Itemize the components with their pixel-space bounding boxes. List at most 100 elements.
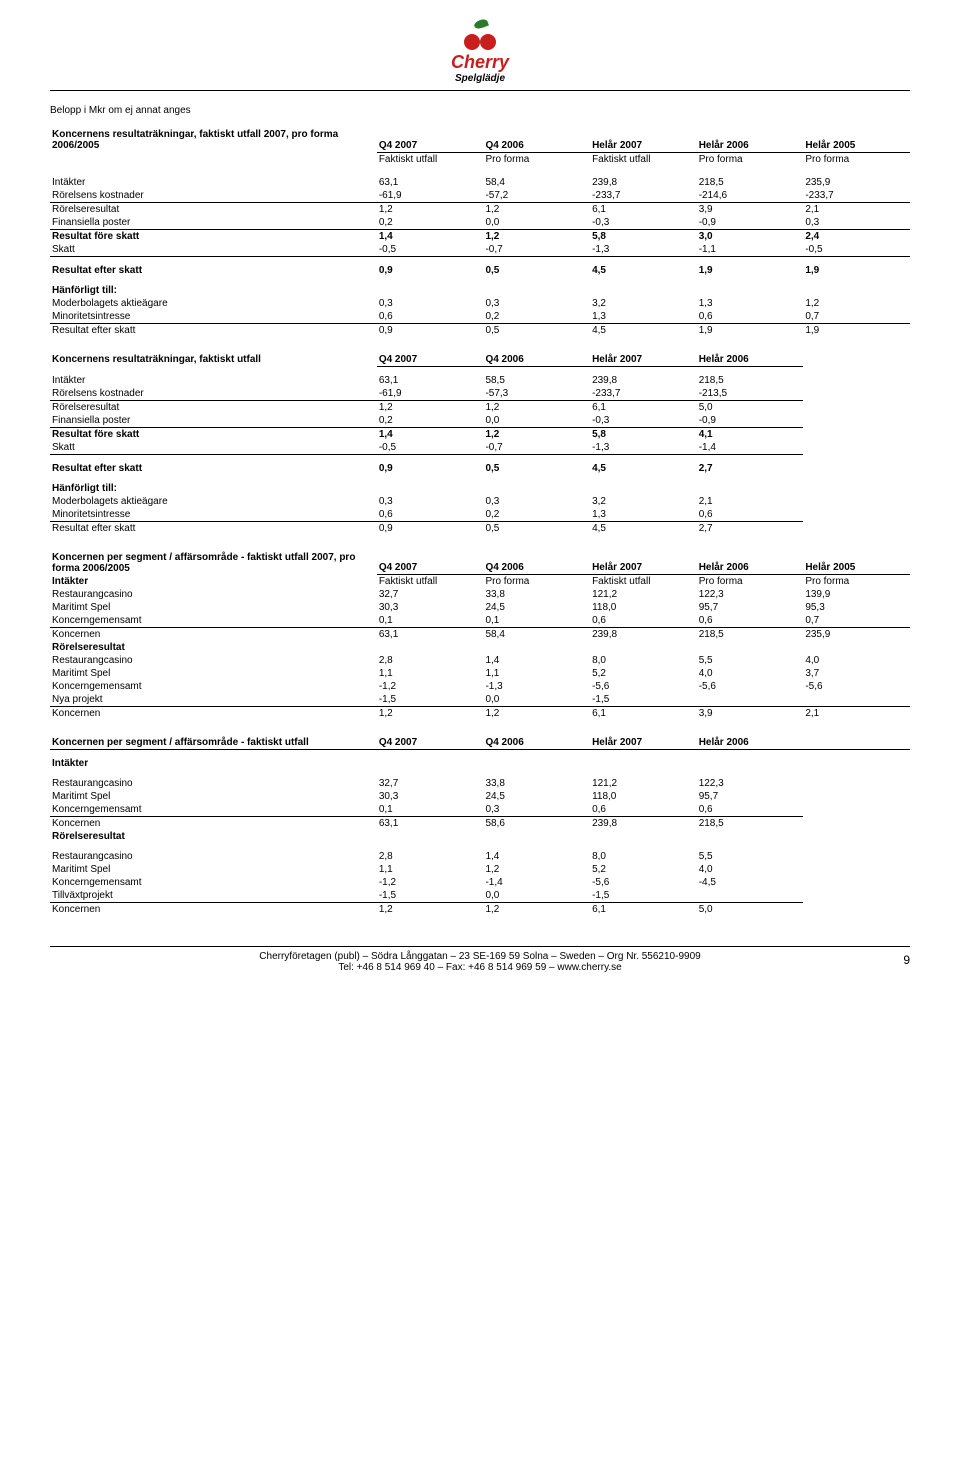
cell-value: 0,0 [483,414,590,428]
cell-value: 0,9 [377,521,484,535]
cell-value: 5,0 [697,400,804,414]
table-row: Koncerngemensamt0,10,10,60,60,7 [50,614,910,628]
table-segments-proforma: Koncernen per segment / affärsområde - f… [50,551,910,721]
cell-value [803,387,910,401]
cell-value: -1,5 [590,889,697,903]
cell-value: 122,3 [697,770,804,790]
row-label: Nya projekt [50,693,377,707]
cell-value: 1,2 [483,863,590,876]
row-label: Resultat efter skatt [50,256,377,277]
cell-value: -61,9 [377,387,484,401]
cell-value: 218,5 [697,366,804,387]
cell-value: 1,9 [803,323,910,337]
cell-value: -5,6 [590,876,697,889]
row-label: Rörelseresultat [50,202,377,216]
cell-value: -0,3 [590,414,697,428]
cell-value: 63,1 [377,169,484,189]
cell-value: 122,3 [697,588,804,601]
logo-tagline: Spelglädje [451,73,509,84]
logo-brand: Cherry [451,52,509,73]
cell-value: 1,1 [483,667,590,680]
cell-value: -0,7 [483,243,590,257]
cell-value: -1,3 [483,680,590,693]
cell-value: 0,9 [377,454,484,475]
row-label: Resultat efter skatt [50,323,377,337]
cell-value: 139,9 [803,588,910,601]
cell-value: 0,3 [377,297,484,310]
cell-value: 0,2 [483,508,590,522]
t1-title: Koncernens resultaträkningar, faktiskt u… [50,128,377,152]
cell-value: 2,1 [803,707,910,721]
cell-value: 1,2 [483,903,590,917]
logo: Cherry Spelglädje [50,20,910,84]
cell-value: 0,1 [483,614,590,628]
cell-value: 0,3 [803,216,910,230]
cell-value: 1,2 [483,229,590,243]
cell-value: 6,1 [590,903,697,917]
cell-value: 6,1 [590,400,697,414]
row-label: Resultat efter skatt [50,454,377,475]
cell-value [803,843,910,863]
cell-value: 5,8 [590,229,697,243]
cell-value: 30,3 [377,601,484,614]
cell-value: 118,0 [590,601,697,614]
cell-value [803,441,910,455]
cell-value: 0,3 [377,495,484,508]
cell-value: 24,5 [483,601,590,614]
cell-value: 5,2 [590,667,697,680]
cell-value [803,817,910,831]
cell-value: 32,7 [377,770,484,790]
cell-value: 63,1 [377,628,484,642]
cell-value: -1,2 [377,680,484,693]
cell-value: 0,5 [483,256,590,277]
table-row: Intäkter63,158,5239,8218,5 [50,366,910,387]
row-label: Skatt [50,243,377,257]
page-number: 9 [903,953,910,967]
cell-value: 218,5 [697,628,804,642]
row-label: Skatt [50,441,377,455]
cell-value: -57,2 [483,189,590,203]
cell-value [803,400,910,414]
cell-value: 0,0 [483,889,590,903]
row-label: Restaurangcasino [50,843,377,863]
cell-value: 3,2 [590,297,697,310]
cell-value: 8,0 [590,654,697,667]
row-label: Koncerngemensamt [50,614,377,628]
cell-value: 3,0 [697,229,804,243]
table-row: Maritimt Spel1,11,25,24,0 [50,863,910,876]
cell-value: 1,2 [803,297,910,310]
cell-value: 0,6 [697,310,804,324]
t4-title: Koncernen per segment / affärsområde - f… [50,736,377,750]
table-row: Rörelsens kostnader-61,9-57,2-233,7-214,… [50,189,910,203]
table-row: Maritimt Spel1,11,15,24,03,7 [50,667,910,680]
cell-value: 2,7 [697,454,804,475]
cell-value: 2,8 [377,654,484,667]
cell-value: 4,5 [590,323,697,337]
row-label: Maritimt Spel [50,863,377,876]
table-row: Restaurangcasino2,81,48,05,54,0 [50,654,910,667]
table-row: Koncerngemensamt-1,2-1,4-5,6-4,5 [50,876,910,889]
table-row: Resultat efter skatt0,90,54,51,91,9 [50,256,910,277]
cell-value: 239,8 [590,628,697,642]
cell-value: -1,4 [697,441,804,455]
cell-value: 1,2 [377,202,484,216]
table-row: Resultat före skatt1,41,25,84,1 [50,427,910,441]
cell-value: -213,5 [697,387,804,401]
cell-value: 1,2 [483,400,590,414]
cell-value: 4,0 [697,667,804,680]
cell-value: 1,2 [483,707,590,721]
cell-value: -1,5 [377,889,484,903]
table-row: Finansiella poster0,20,0-0,3-0,90,3 [50,216,910,230]
table-row: Restaurangcasino2,81,48,05,5 [50,843,910,863]
cell-value: -0,5 [377,243,484,257]
cell-value: 4,1 [697,427,804,441]
table-row: Resultat efter skatt0,90,54,52,7 [50,521,910,535]
row-label: Koncernen [50,817,377,831]
cell-value: 58,4 [483,628,590,642]
row-label: Koncerngemensamt [50,680,377,693]
cell-value: -5,6 [697,680,804,693]
cell-value: 95,3 [803,601,910,614]
currency-note: Belopp i Mkr om ej annat anges [50,105,910,116]
cell-value: 2,4 [803,229,910,243]
row-label: Rörelsens kostnader [50,387,377,401]
